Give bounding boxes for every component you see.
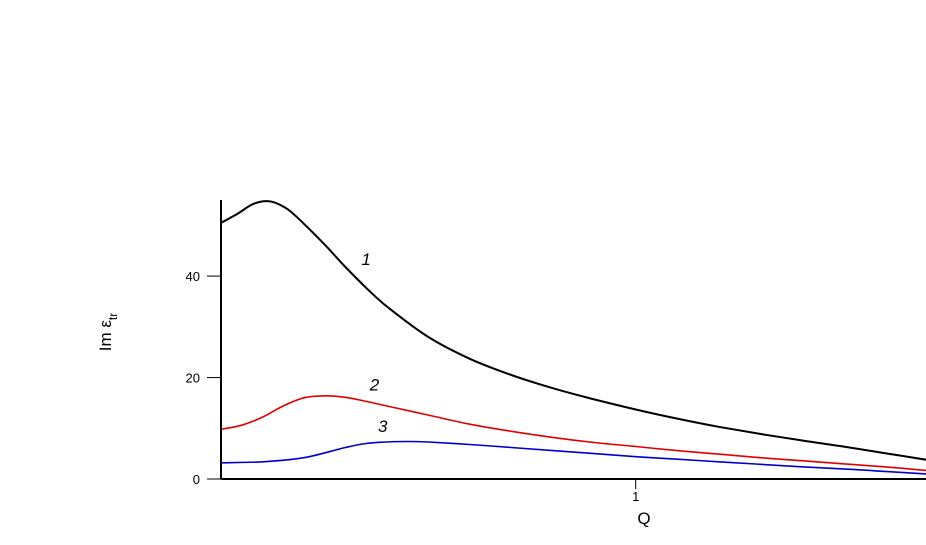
series-label-3: 3 [378,417,388,436]
series-label-2: 2 [369,376,380,395]
ticks: 0 20 40 1 [186,269,640,504]
series-line-3 [220,440,926,475]
y-axis-label-subscript: tr [106,313,120,320]
series-label-1: 1 [361,250,370,269]
x-axis-label: Q [637,509,650,528]
series-line-2 [220,394,926,472]
y-tick-label: 0 [193,472,200,487]
y-tick-label: 20 [186,371,200,386]
y-axis-label: Im εtr [96,313,120,352]
curve-labels: 1 2 3 [361,250,388,436]
x-tick-label: 1 [632,489,639,504]
curves [220,200,926,475]
y-axis-label-main: Im ε [96,320,115,352]
axes [220,200,926,480]
y-tick-label: 40 [186,269,200,284]
series-line-1 [220,200,926,461]
